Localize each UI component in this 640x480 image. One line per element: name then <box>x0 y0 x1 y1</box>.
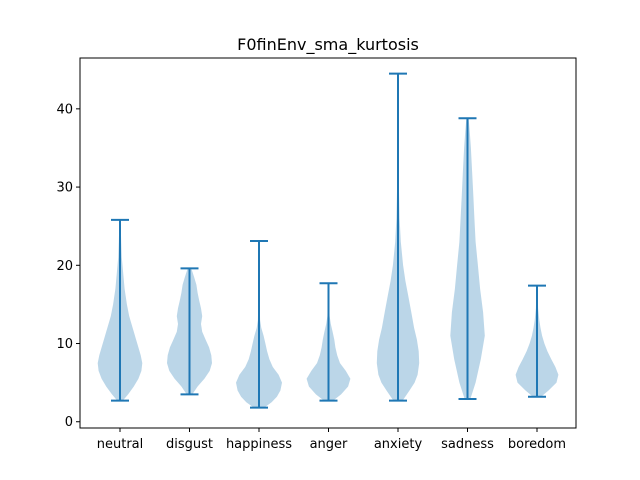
x-tick-label-happiness: happiness <box>226 437 292 452</box>
x-tick-label-disgust: disgust <box>166 437 213 452</box>
violin-sadness <box>450 117 485 401</box>
x-axis: neutral disgust happiness anger anxiety sadne… <box>97 428 566 452</box>
violin-boredom <box>515 284 559 398</box>
x-tick-label-anxiety: anxiety <box>374 437 423 452</box>
violin-anger <box>306 282 351 402</box>
y-tick-label-30: 30 <box>56 181 73 196</box>
x-tick-label-sadness: sadness <box>441 437 494 452</box>
x-tick-label-neutral: neutral <box>97 437 144 452</box>
violin-happiness <box>236 240 282 409</box>
violin-anxiety <box>376 72 420 402</box>
y-axis: 0 10 20 30 40 <box>56 102 80 430</box>
plot-frame <box>79 57 577 429</box>
y-tick-label-20: 20 <box>56 259 73 274</box>
y-tick-label-10: 10 <box>56 337 73 352</box>
violin-disgust <box>167 267 212 396</box>
violins-group <box>97 72 559 409</box>
x-tick-label-boredom: boredom <box>508 437 566 452</box>
y-tick-label-40: 40 <box>56 102 73 117</box>
y-tick-label-0: 0 <box>65 415 73 430</box>
chart-title: F0finEnv_sma_kurtosis <box>237 35 419 55</box>
x-tick-label-anger: anger <box>310 437 348 452</box>
violin-neutral <box>97 218 143 402</box>
